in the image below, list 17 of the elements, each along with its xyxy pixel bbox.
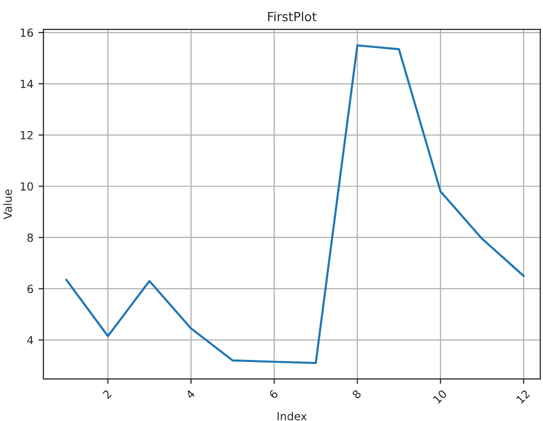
y-tick-label: 10 [20,182,33,191]
chart-title: FirstPlot [268,12,316,22]
y-tick-label: 16 [20,28,34,37]
x-tick-label: 12 [516,390,530,404]
line-series [65,44,525,364]
y-tick-label: 14 [20,80,34,88]
x-tick-label: 2 [102,390,112,400]
y-tick-label: 6 [27,284,34,294]
y-axis-title: Value [3,190,12,220]
y-tick-label: 12 [20,130,33,140]
y-tick-label: 4 [27,336,34,344]
x-tick-label: 6 [268,389,278,400]
x-tick-label: 8 [352,389,362,400]
x-tick-label: 4 [185,389,196,400]
x-tick-label: 10 [432,389,448,404]
x-axis-title: Index [278,412,307,420]
y-tick-label: 8 [27,233,33,242]
